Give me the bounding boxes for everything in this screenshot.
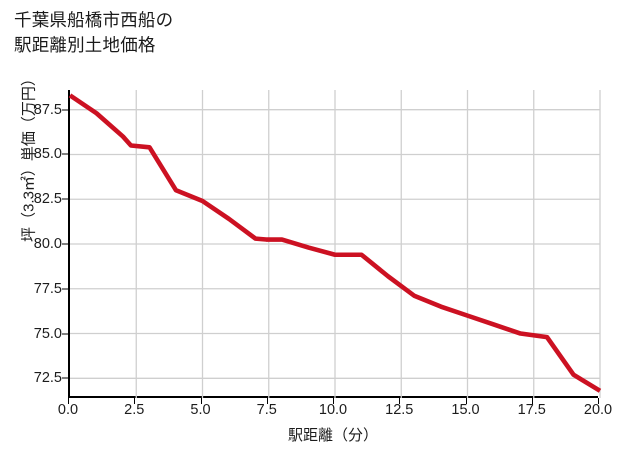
x-axis-tick-mark <box>200 398 202 404</box>
y-axis-tick-mark <box>62 288 68 290</box>
y-axis-tick-mark <box>62 153 68 155</box>
x-axis-tick-mark <box>266 398 268 404</box>
x-axis-tick-label: 0.0 <box>57 402 79 418</box>
x-axis-tick-label: 10.0 <box>318 402 348 418</box>
y-axis-tick-label: 85.0 <box>33 146 62 163</box>
y-axis-tick-label: 87.5 <box>33 101 62 118</box>
x-axis-tick-label: 5.0 <box>190 402 211 418</box>
y-axis-tick-marks <box>62 90 69 398</box>
x-axis-tick-mark <box>134 398 136 404</box>
y-axis-tick-mark <box>62 333 68 335</box>
x-axis-tick-mark <box>68 398 69 404</box>
page-title: 千葉県船橋市西船の 駅距離別土地価格 <box>14 10 174 55</box>
y-axis-tick-label: 82.5 <box>33 191 62 208</box>
x-axis-tick-mark <box>333 398 334 404</box>
x-axis-tick-label: 7.5 <box>256 402 277 418</box>
y-axis-tick-mark <box>62 198 68 200</box>
data-line-series-0 <box>68 93 602 393</box>
y-axis-tick-label: 75.0 <box>33 325 62 342</box>
x-axis-tick-mark <box>399 398 401 404</box>
x-axis-tick-labels: 0.0 2.5 5.0 7.5 10.0 12.5 15.0 17.5 20.0 <box>58 402 612 422</box>
x-axis-tick-label: 12.5 <box>385 402 414 418</box>
y-axis-tick-mark <box>62 243 68 245</box>
y-axis-tick-label: 80.0 <box>33 236 62 252</box>
y-axis-tick-label: 77.5 <box>33 280 62 297</box>
x-axis-tick-mark <box>465 398 467 404</box>
x-axis-tick-label: 15.0 <box>451 402 480 418</box>
x-axis-tick-label: 20.0 <box>583 402 613 418</box>
x-axis-title: 駅距離（分） <box>287 427 378 444</box>
x-axis-tick-mark <box>598 398 599 404</box>
y-axis-tick-label: 72.5 <box>33 370 62 387</box>
gridlines <box>70 90 601 398</box>
plot-area <box>68 90 602 398</box>
y-axis-tick-mark <box>62 377 68 379</box>
x-axis-tick-label: 17.5 <box>517 402 546 418</box>
x-axis-tick-label: 2.5 <box>124 402 145 418</box>
x-axis-tick-marks <box>68 398 599 406</box>
plot-svg <box>68 90 602 398</box>
y-axis-tick-mark <box>62 109 68 111</box>
y-axis-tick-labels: 72.5 75.0 77.5 80.0 82.5 85.0 87.5 <box>6 90 62 398</box>
x-axis-tick-mark <box>531 398 533 404</box>
